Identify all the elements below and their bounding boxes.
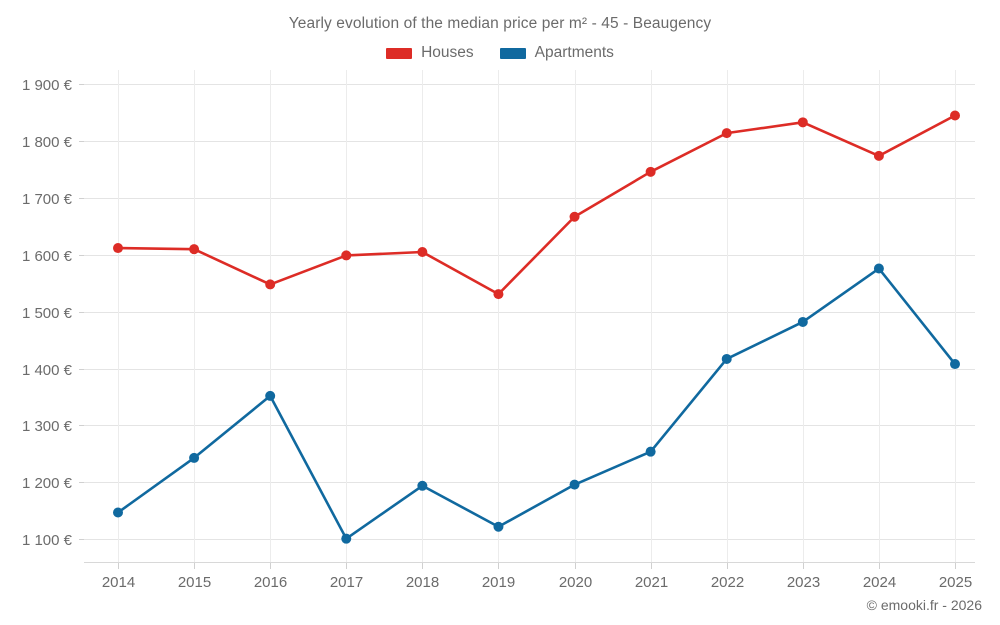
y-axis-tick-label: 1 500 €	[22, 305, 73, 322]
x-axis-tick-label: 2018	[406, 574, 439, 591]
data-point[interactable]: Apartments 2019: 1122	[493, 521, 504, 532]
x-axis-tick-label: 2021	[635, 574, 668, 591]
data-point[interactable]: Houses 2023: 1833	[797, 117, 808, 128]
data-point[interactable]: Houses 2021: 1746	[645, 166, 656, 177]
data-point[interactable]: Apartments 2020: 1196	[569, 479, 580, 490]
series-line-apartments	[116, 267, 957, 540]
legend-swatch-apartments	[499, 47, 526, 59]
data-point[interactable]: Apartments 2015: 1243	[189, 452, 200, 463]
x-axis-tick-label: 2022	[711, 574, 744, 591]
data-point[interactable]: Apartments 2024: 1576	[873, 263, 884, 274]
chart-title: Yearly evolution of the median price per…	[288, 15, 712, 32]
data-point[interactable]: Houses 2024: 1774	[873, 150, 884, 161]
data-point[interactable]: Houses 2017: 1599	[341, 250, 352, 261]
data-point[interactable]: Houses 2019: 1531	[493, 289, 504, 300]
data-point[interactable]: Apartments 2016: 1352	[265, 390, 276, 401]
y-axis-tick-label: 1 200 €	[22, 475, 73, 492]
data-point[interactable]: Houses 2016: 1548	[265, 279, 276, 290]
legend-label-apartments: Apartments	[534, 44, 614, 61]
y-axis-tick-label: 1 900 €	[22, 77, 73, 94]
data-point[interactable]: Houses 2025: 1845	[950, 110, 960, 121]
footer-credit: © emooki.fr - 2026	[866, 597, 982, 613]
x-axis-tick-label: 2025	[939, 574, 972, 591]
x-axis-tick-label: 2023	[787, 574, 820, 591]
data-point[interactable]: Apartments 2014: 1147	[113, 507, 123, 518]
data-point[interactable]: Apartments 2021: 1254	[645, 446, 656, 457]
data-point[interactable]: Apartments 2023: 1482	[797, 316, 808, 327]
x-axis-tick-label: 2024	[863, 574, 896, 591]
x-axis-tick-label: 2014	[102, 574, 135, 591]
x-axis-tick-label: 2019	[482, 574, 515, 591]
data-point[interactable]: Apartments 2017: 1101	[341, 533, 352, 544]
data-point[interactable]: Houses 2018: 1605	[417, 247, 428, 258]
legend-item-houses[interactable]: Houses	[386, 44, 474, 62]
chart-legend: Houses Apartments	[0, 44, 1000, 62]
y-axis-tick-label: 1 600 €	[22, 248, 73, 265]
series-line-houses	[116, 114, 957, 296]
y-axis-tick-label: 1 700 €	[22, 191, 73, 208]
y-axis-tick-label: 1 100 €	[22, 532, 73, 549]
data-point[interactable]: Apartments 2022: 1417	[721, 353, 732, 364]
legend-label-houses: Houses	[421, 44, 474, 61]
y-axis-tick-label: 1 800 €	[22, 134, 73, 151]
data-point[interactable]: Houses 2015: 1610	[189, 244, 200, 255]
x-axis-tick-label: 2015	[178, 574, 211, 591]
data-point[interactable]: Houses 2014: 1612	[113, 243, 123, 254]
x-axis-tick-label: 2016	[254, 574, 287, 591]
legend-item-apartments[interactable]: Apartments	[499, 44, 614, 62]
data-point[interactable]: Houses 2020: 1667	[569, 211, 580, 222]
x-axis-tick-label: 2017	[330, 574, 363, 591]
y-axis-tick-label: 1 400 €	[22, 362, 73, 379]
y-axis-tick-label: 1 300 €	[22, 418, 73, 435]
data-point[interactable]: Houses 2022: 1814	[721, 128, 732, 139]
data-point[interactable]: Apartments 2025: 1408	[950, 359, 960, 370]
data-point[interactable]: Apartments 2018: 1194	[417, 480, 428, 491]
legend-swatch-houses	[386, 47, 413, 59]
x-axis-tick-label: 2020	[559, 574, 592, 591]
